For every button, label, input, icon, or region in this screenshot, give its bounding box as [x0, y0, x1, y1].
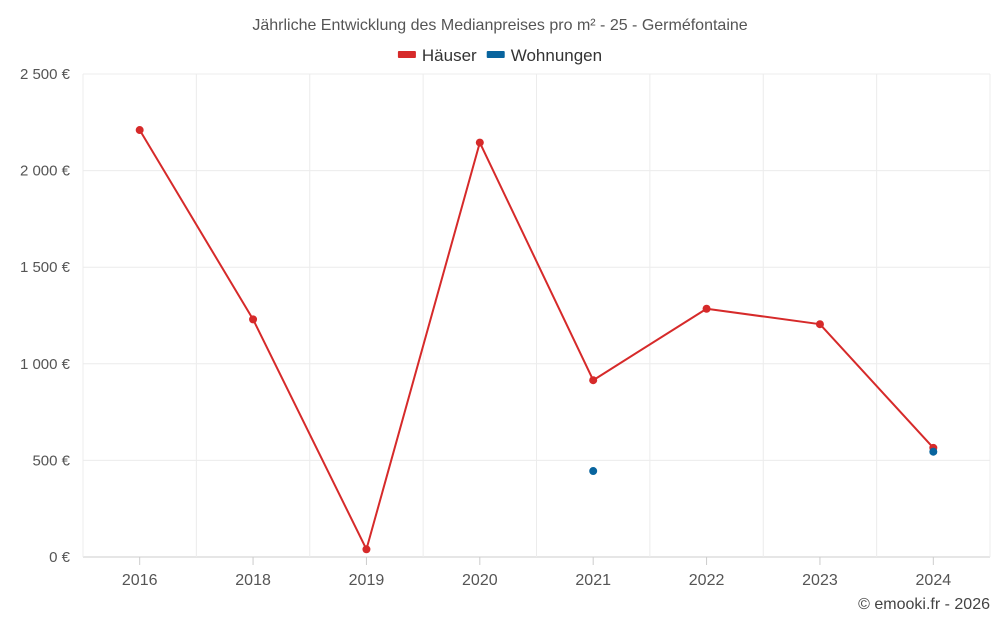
data-point-h-user[interactable]: [135, 126, 144, 135]
y-axis-ticks: 0 € 500 € 1 000 € 1 500 € 2 000 € 2 500 €: [20, 66, 71, 566]
x-tick-label: 2018: [235, 572, 271, 589]
x-tick-label: 2023: [802, 572, 838, 589]
legend-swatch-h-user[interactable]: [397, 51, 416, 58]
data-point-h-user[interactable]: [475, 138, 484, 147]
legend: Häuser Wohnungen: [397, 46, 602, 65]
legend-swatch-wohnungen[interactable]: [486, 51, 505, 58]
x-tick-label: 2020: [462, 572, 498, 589]
grid: [82, 73, 991, 558]
data-point-h-user[interactable]: [589, 376, 598, 385]
series-layer: [135, 126, 938, 554]
series-line-h-user: [138, 129, 935, 551]
legend-label-h-user[interactable]: Häuser: [422, 46, 477, 65]
data-point-h-user[interactable]: [362, 545, 371, 554]
data-point-h-user[interactable]: [815, 320, 824, 329]
x-axis-ticks: 2016 2018 2019 2020 2021 2022 2023 2024: [122, 557, 951, 589]
series-wohnungen: [589, 447, 938, 476]
y-tick-label: 2 500 €: [20, 66, 71, 83]
data-point-wohnungen[interactable]: [929, 447, 938, 456]
x-tick-label: 2021: [575, 572, 611, 589]
series-h-user: [135, 126, 938, 554]
legend-label-wohnungen[interactable]: Wohnungen: [511, 46, 602, 65]
chart-title: Jährliche Entwicklung des Medianpreises …: [252, 17, 747, 34]
y-tick-label: 500 €: [32, 452, 70, 469]
data-point-h-user[interactable]: [249, 315, 258, 324]
x-tick-label: 2019: [349, 572, 385, 589]
data-point-h-user[interactable]: [702, 304, 711, 313]
y-tick-label: 1 500 €: [20, 259, 71, 276]
x-tick-label: 2022: [689, 572, 725, 589]
x-tick-label: 2016: [122, 572, 158, 589]
copyright-text: © emooki.fr - 2026: [858, 596, 990, 613]
y-tick-label: 1 000 €: [20, 356, 71, 373]
y-tick-label: 0 €: [49, 549, 71, 566]
x-tick-label: 2024: [916, 572, 952, 589]
data-point-wohnungen[interactable]: [589, 467, 598, 476]
y-tick-label: 2 000 €: [20, 163, 71, 180]
